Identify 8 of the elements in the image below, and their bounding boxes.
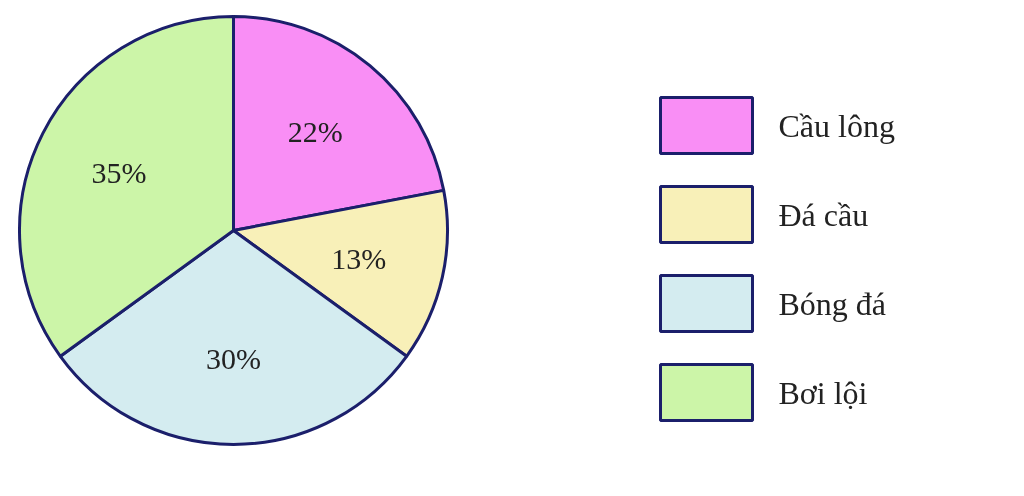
data-label: 30% xyxy=(206,342,261,376)
legend-label: Bóng đá xyxy=(778,285,887,322)
legend-label: Cầu lông xyxy=(778,107,895,144)
data-label: 22% xyxy=(287,115,343,149)
data-label: 13% xyxy=(331,242,387,276)
data-label: 35% xyxy=(91,155,147,189)
legend-label: Đá cầu xyxy=(778,196,869,233)
legend-label: Bơi lội xyxy=(778,374,868,411)
